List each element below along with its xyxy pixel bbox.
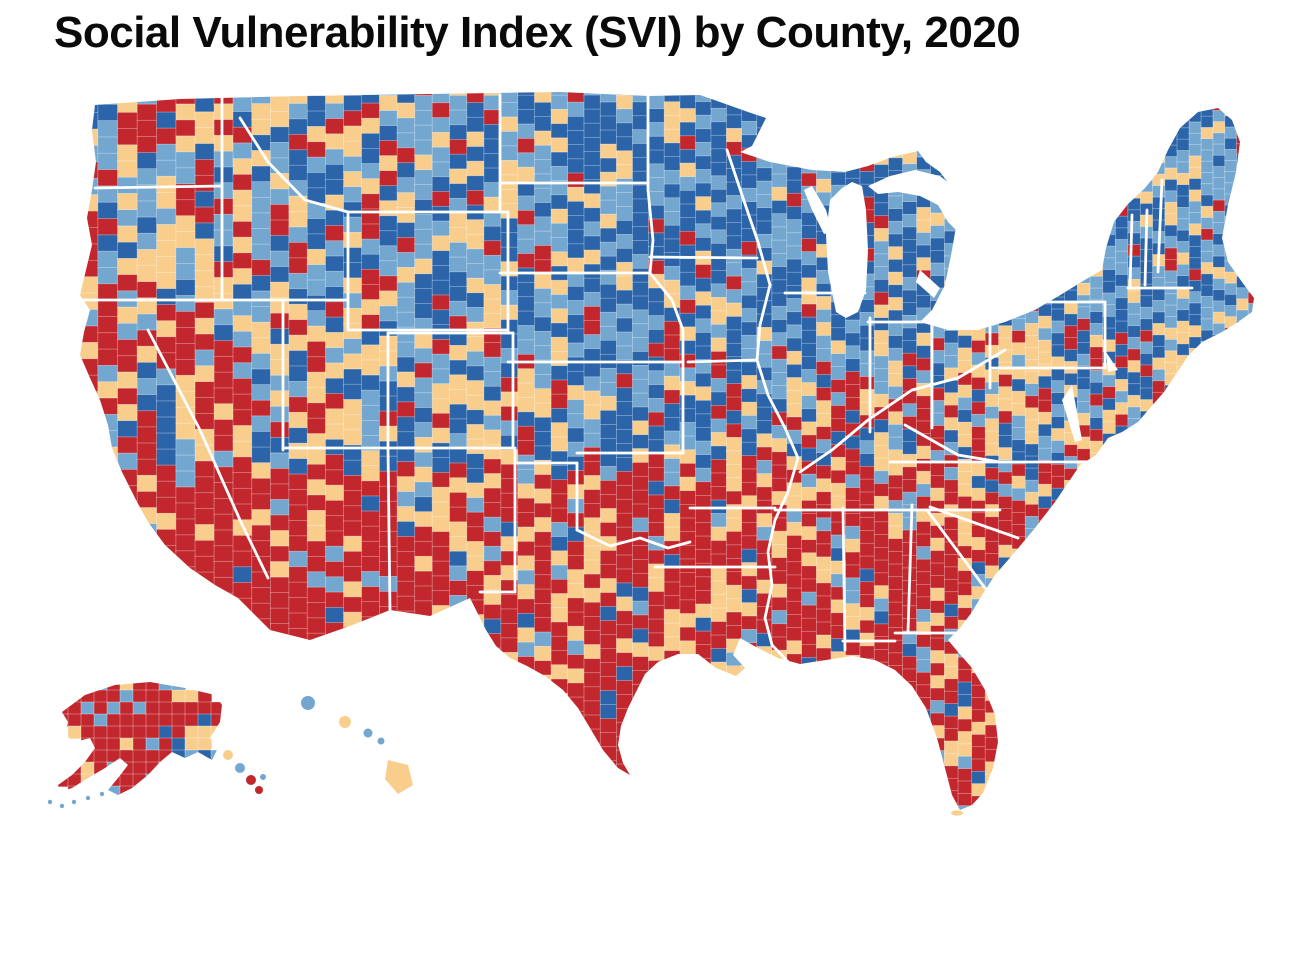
legend: SVI Quartile Q1 (Low) Q2 Q3 Q4 (High) NA (0, 880, 1307, 960)
figure-title: Social Vulnerability Index (SVI) by Coun… (54, 8, 1021, 57)
